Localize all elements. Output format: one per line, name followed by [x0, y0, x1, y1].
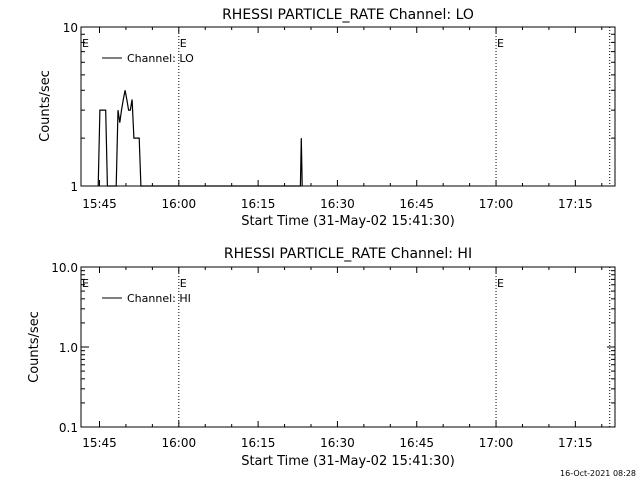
x-tick-label: 15:45	[82, 197, 117, 211]
chart-title: RHESSI PARTICLE_RATE Channel: HI	[224, 246, 472, 262]
x-tick-label: 16:30	[320, 197, 355, 211]
x-tick-label: 16:45	[399, 197, 434, 211]
event-marker: E	[180, 277, 187, 290]
x-tick-label: 15:45	[82, 436, 117, 450]
footer-timestamp: 16-Oct-2021 08:28	[560, 469, 636, 478]
x-tick-label: 17:00	[479, 436, 514, 450]
x-tick-label: 17:15	[558, 197, 593, 211]
plot-frame	[80, 266, 616, 428]
x-tick-label: 16:30	[320, 436, 355, 450]
x-tick-label: 16:15	[241, 436, 276, 450]
x-tick-label: 16:15	[241, 197, 276, 211]
legend-label: Channel: LO	[127, 52, 194, 65]
x-axis-label: Start Time (31-May-02 15:41:30)	[241, 214, 455, 229]
x-tick-label: 16:00	[162, 436, 197, 450]
chart-title: RHESSI PARTICLE_RATE Channel: LO	[222, 7, 474, 23]
x-tick-label: 17:00	[479, 197, 514, 211]
y-tick-label: 10.0	[51, 261, 78, 275]
event-marker: E	[497, 37, 504, 50]
plot-frame	[80, 26, 616, 187]
y-tick-label: 10	[63, 21, 78, 35]
y-tick-label: 0.1	[59, 421, 78, 435]
y-axis-label: Counts/sec	[38, 70, 53, 142]
event-marker: E	[497, 277, 504, 290]
legend-label: Channel: HI	[127, 292, 191, 305]
event-marker: E	[82, 37, 89, 50]
y-axis-label: Counts/sec	[27, 311, 42, 383]
plot-hi: RHESSI PARTICLE_RATE Channel: HI E E E 15:45…	[27, 246, 616, 469]
event-marker: E	[82, 277, 89, 290]
x-axis-label: Start Time (31-May-02 15:41:30)	[241, 454, 455, 469]
y-tick-label: 1.0	[59, 341, 78, 355]
series-line	[97, 90, 303, 187]
y-tick-label: 1	[70, 180, 78, 194]
x-tick-label: 16:00	[162, 197, 197, 211]
event-marker: E	[180, 37, 187, 50]
x-tick-label: 16:45	[399, 436, 434, 450]
x-tick-label: 17:15	[558, 436, 593, 450]
plot-lo: RHESSI PARTICLE_RATE Channel: LO E E E 15:45…	[38, 7, 616, 229]
